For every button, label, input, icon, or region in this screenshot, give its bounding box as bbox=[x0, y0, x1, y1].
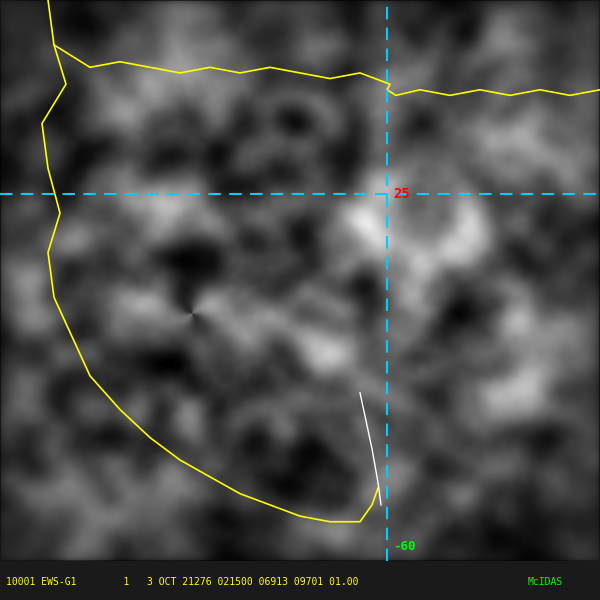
Text: -60: -60 bbox=[393, 541, 415, 553]
Text: McIDAS: McIDAS bbox=[528, 577, 563, 587]
Text: 10001 EWS-G1        1   3 OCT 21276 021500 06913 09701 01.00: 10001 EWS-G1 1 3 OCT 21276 021500 06913 … bbox=[6, 577, 359, 587]
Text: 25: 25 bbox=[393, 187, 410, 200]
